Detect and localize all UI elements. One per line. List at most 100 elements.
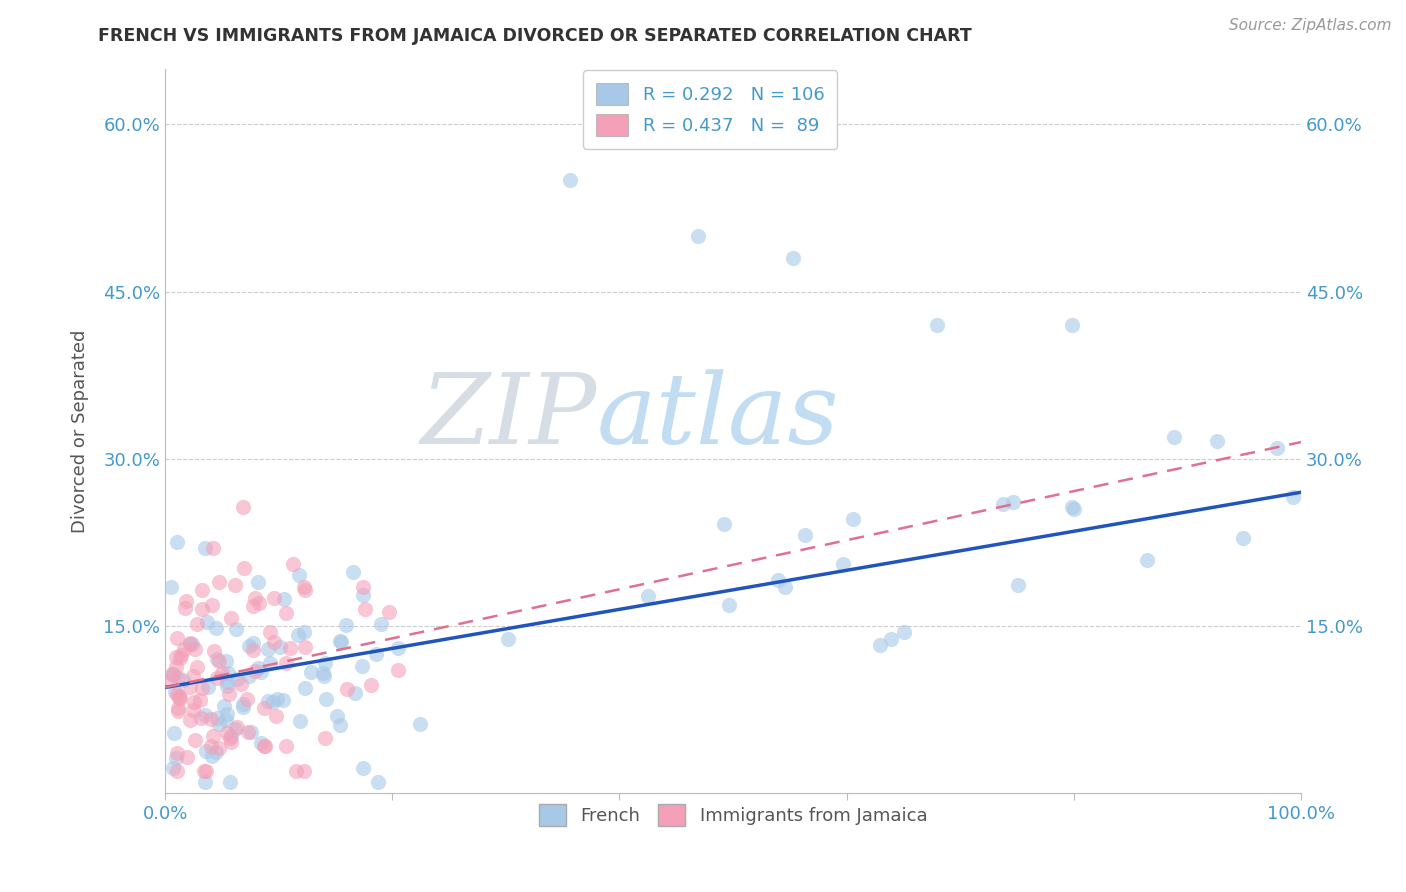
Point	[217, 706, 239, 721]
Point	[378, 605, 401, 619]
Point	[201, 748, 224, 763]
Point	[205, 652, 228, 666]
Point	[167, 691, 190, 706]
Point	[273, 592, 295, 607]
Point	[217, 665, 239, 680]
Point	[202, 541, 225, 555]
Point	[200, 712, 222, 726]
Point	[831, 557, 853, 571]
Point	[195, 615, 218, 629]
Point	[208, 654, 231, 668]
Point	[292, 764, 315, 778]
Point	[259, 656, 281, 670]
Point	[278, 641, 301, 656]
Point	[352, 658, 374, 673]
Point	[271, 692, 294, 706]
Point	[218, 687, 240, 701]
Point	[287, 627, 309, 641]
Point	[166, 764, 188, 778]
Point	[170, 648, 193, 662]
Point	[294, 681, 316, 695]
Point	[215, 674, 238, 689]
Point	[1062, 500, 1084, 514]
Point	[352, 588, 374, 602]
Point	[229, 677, 252, 691]
Point	[232, 500, 254, 514]
Point	[558, 173, 581, 187]
Text: Source: ZipAtlas.com: Source: ZipAtlas.com	[1229, 18, 1392, 33]
Point	[186, 659, 208, 673]
Point	[180, 637, 202, 651]
Point	[1163, 430, 1185, 444]
Point	[166, 746, 188, 760]
Point	[254, 739, 277, 753]
Point	[167, 689, 190, 703]
Point	[274, 739, 297, 754]
Point	[166, 631, 188, 645]
Point	[194, 744, 217, 758]
Point	[1007, 578, 1029, 592]
Point	[165, 685, 187, 699]
Point	[160, 666, 183, 681]
Point	[276, 607, 298, 621]
Text: FRENCH VS IMMIGRANTS FROM JAMAICA DIVORCED OR SEPARATED CORRELATION CHART: FRENCH VS IMMIGRANTS FROM JAMAICA DIVORC…	[98, 27, 972, 45]
Point	[329, 718, 352, 732]
Point	[179, 635, 201, 649]
Point	[173, 642, 195, 657]
Point	[250, 736, 273, 750]
Point	[232, 561, 254, 575]
Point	[172, 673, 194, 688]
Point	[166, 687, 188, 701]
Point	[1136, 553, 1159, 567]
Point	[294, 580, 316, 594]
Point	[194, 541, 217, 555]
Point	[179, 681, 201, 695]
Point	[343, 686, 366, 700]
Point	[194, 708, 217, 723]
Point	[766, 573, 789, 587]
Point	[353, 602, 375, 616]
Point	[253, 739, 276, 753]
Point	[193, 764, 215, 778]
Point	[232, 699, 254, 714]
Point	[221, 735, 243, 749]
Point	[242, 636, 264, 650]
Point	[224, 578, 246, 592]
Point	[352, 761, 374, 775]
Point	[166, 701, 188, 715]
Point	[314, 657, 336, 671]
Point	[794, 528, 817, 542]
Point	[186, 617, 208, 632]
Point	[285, 764, 308, 778]
Point	[221, 729, 243, 743]
Point	[190, 711, 212, 725]
Point	[292, 624, 315, 639]
Point	[207, 574, 229, 589]
Point	[288, 714, 311, 728]
Point	[775, 581, 797, 595]
Point	[1265, 441, 1288, 455]
Point	[174, 601, 197, 615]
Point	[367, 775, 389, 789]
Point	[314, 668, 336, 682]
Point	[238, 668, 260, 682]
Point	[195, 764, 218, 778]
Point	[314, 731, 336, 745]
Y-axis label: Divorced or Separated: Divorced or Separated	[72, 329, 89, 533]
Point	[226, 672, 249, 686]
Point	[387, 663, 409, 677]
Point	[869, 638, 891, 652]
Point	[281, 557, 304, 571]
Point	[263, 591, 285, 606]
Point	[162, 668, 184, 682]
Point	[215, 726, 238, 740]
Point	[294, 640, 316, 654]
Point	[176, 593, 198, 607]
Point	[215, 679, 238, 693]
Point	[299, 665, 322, 680]
Point	[194, 775, 217, 789]
Point	[925, 318, 948, 332]
Text: ZIP: ZIP	[420, 368, 596, 464]
Point	[197, 680, 219, 694]
Point	[165, 650, 187, 665]
